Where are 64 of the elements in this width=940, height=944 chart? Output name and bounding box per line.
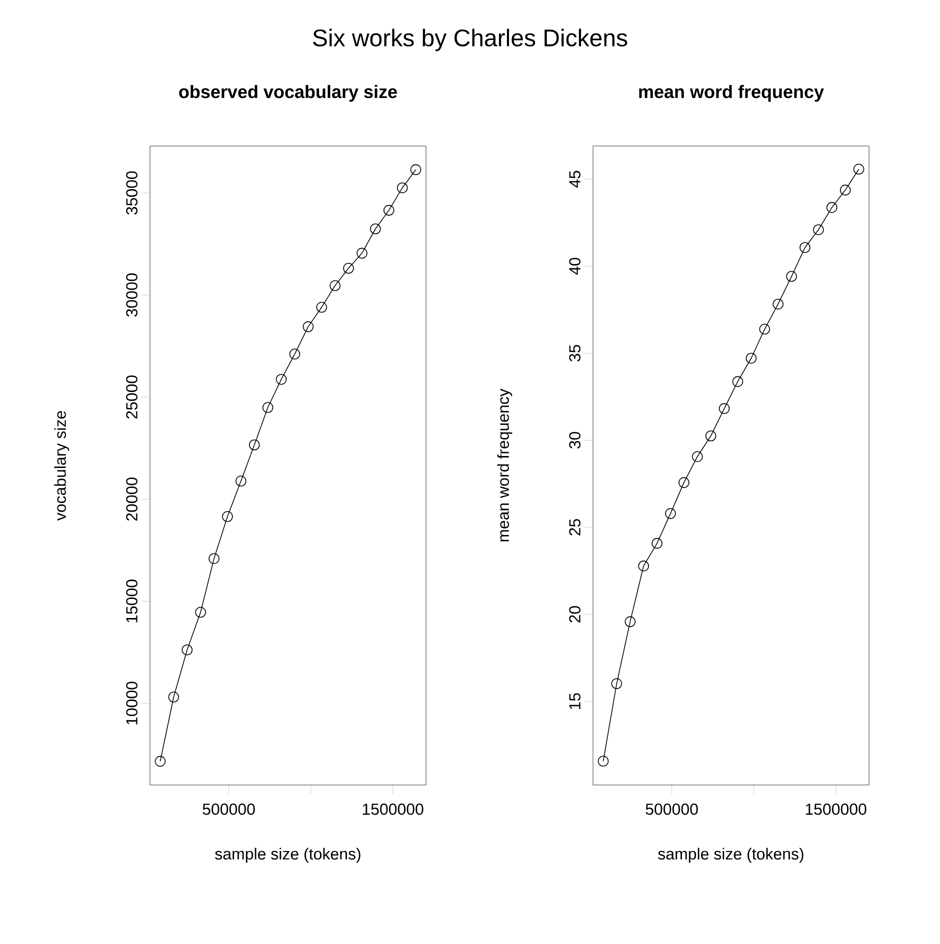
- point: [786, 271, 797, 282]
- point: [396, 182, 408, 194]
- point: [276, 374, 287, 385]
- point: [302, 321, 314, 332]
- y-tick-label: 30: [569, 432, 580, 449]
- point: [222, 511, 233, 522]
- point: [772, 298, 784, 310]
- y-tick-label: 25000: [126, 376, 138, 419]
- point: [316, 302, 328, 313]
- point: [800, 242, 810, 253]
- point: [732, 376, 744, 387]
- x-tick-label: 500000: [202, 804, 255, 815]
- point: [208, 553, 220, 564]
- y-tick-label: 20000: [126, 478, 138, 521]
- point: [289, 348, 300, 360]
- point: [665, 508, 676, 519]
- y-tick-label: 15: [569, 693, 580, 710]
- point: [718, 403, 730, 414]
- point: [759, 324, 770, 335]
- point: [236, 476, 246, 486]
- chart-subtitle: mean word frequency: [639, 84, 824, 102]
- point: [248, 439, 260, 450]
- y-tick-label: 20: [569, 606, 580, 622]
- y-tick-label: 15000: [126, 580, 138, 622]
- point: [182, 644, 193, 656]
- x-tick-label: 1500000: [362, 804, 424, 815]
- y-axis-title: mean word frequency: [497, 388, 512, 542]
- point: [652, 538, 662, 549]
- point: [330, 280, 340, 292]
- y-tick-label: 25: [569, 519, 580, 536]
- y-tick-label: 45: [569, 170, 580, 188]
- point: [840, 184, 851, 196]
- point: [813, 224, 824, 236]
- point: [154, 756, 166, 767]
- point: [705, 430, 716, 442]
- point: [383, 204, 394, 216]
- point: [611, 678, 622, 690]
- y-tick-label: 30000: [126, 273, 138, 317]
- y-tick-label: 35: [569, 344, 580, 362]
- x-tick-label: 1500000: [806, 804, 866, 815]
- point: [826, 202, 838, 213]
- point: [638, 560, 649, 572]
- x-axis-title: sample size (tokens): [658, 848, 804, 863]
- point: [410, 164, 422, 176]
- point: [853, 164, 864, 175]
- point: [598, 756, 609, 767]
- point: [746, 352, 757, 364]
- y-tick-label: 40: [569, 258, 580, 275]
- point: [692, 451, 703, 462]
- point: [262, 402, 274, 413]
- point: [356, 248, 368, 259]
- chart-subtitle: observed vocabulary size: [179, 84, 397, 102]
- y-tick-label: 10000: [126, 682, 138, 724]
- y-tick-label: 35000: [126, 171, 138, 215]
- x-axis-title: sample size (tokens): [215, 848, 360, 863]
- point: [343, 262, 354, 274]
- y-axis-title: vocabulary size: [54, 411, 70, 521]
- point: [195, 606, 206, 618]
- chart-title: Six works by Charles Dickens: [313, 28, 628, 52]
- point: [624, 616, 636, 628]
- point: [370, 223, 381, 234]
- point: [678, 477, 690, 488]
- x-tick-label: 500000: [646, 804, 698, 815]
- point: [168, 692, 180, 702]
